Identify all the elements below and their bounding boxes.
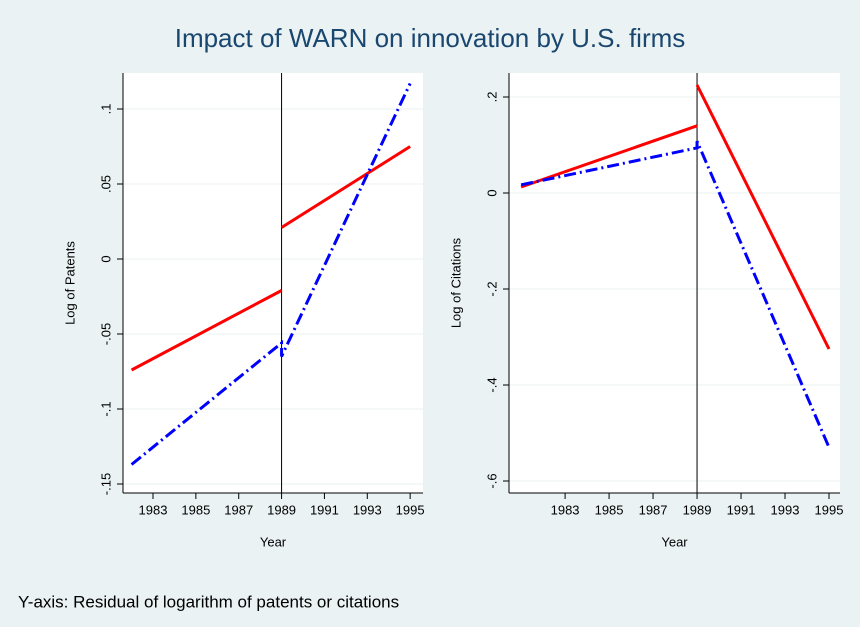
y-tick-label: -.2: [484, 281, 499, 296]
series-line: [130, 289, 283, 372]
y-axis-title: Log of Citations: [448, 237, 463, 328]
y-tick-label: .05: [98, 175, 113, 193]
y-tick-label: .2: [484, 92, 499, 103]
x-tick-label: 1995: [396, 502, 425, 517]
series-line: [130, 82, 412, 466]
x-axis-title: Year: [661, 534, 688, 549]
x-tick-label: 1987: [224, 502, 253, 517]
plot-area: [509, 73, 840, 493]
y-tick-label: -.1: [98, 401, 113, 416]
x-tick-label: 1991: [310, 502, 339, 517]
x-tick-label: 1989: [683, 502, 712, 517]
series-line: [520, 140, 831, 448]
y-tick-label: .1: [98, 104, 113, 115]
y-tick-label: 0: [484, 189, 499, 196]
x-tick-label: 1993: [353, 502, 382, 517]
y-tick-label: -.4: [484, 377, 499, 392]
series-line: [695, 84, 831, 350]
x-tick-label: 1993: [771, 502, 800, 517]
series-line: [520, 124, 698, 189]
x-tick-label: 1985: [181, 502, 210, 517]
y-tick-label: 0: [98, 255, 113, 262]
y-axis-title: Log of Patents: [62, 241, 77, 325]
chart-title: Impact of WARN on innovation by U.S. fir…: [175, 23, 686, 53]
x-tick-label: 1983: [139, 502, 168, 517]
x-tick-label: 1991: [727, 502, 756, 517]
y-tick-label: -.05: [98, 323, 113, 345]
y-tick-label: -.6: [484, 473, 499, 488]
x-tick-label: 1995: [815, 502, 844, 517]
note: Y-axis: Residual of logarithm of patents…: [18, 592, 399, 611]
x-tick-label: 1985: [595, 502, 624, 517]
x-tick-label: 1989: [267, 502, 296, 517]
x-axis-title: Year: [260, 534, 287, 549]
x-tick-label: 1987: [639, 502, 668, 517]
series-line: [280, 145, 411, 229]
plot-area: [123, 73, 423, 493]
y-tick-label: -.15: [98, 473, 113, 495]
x-tick-label: 1983: [551, 502, 580, 517]
